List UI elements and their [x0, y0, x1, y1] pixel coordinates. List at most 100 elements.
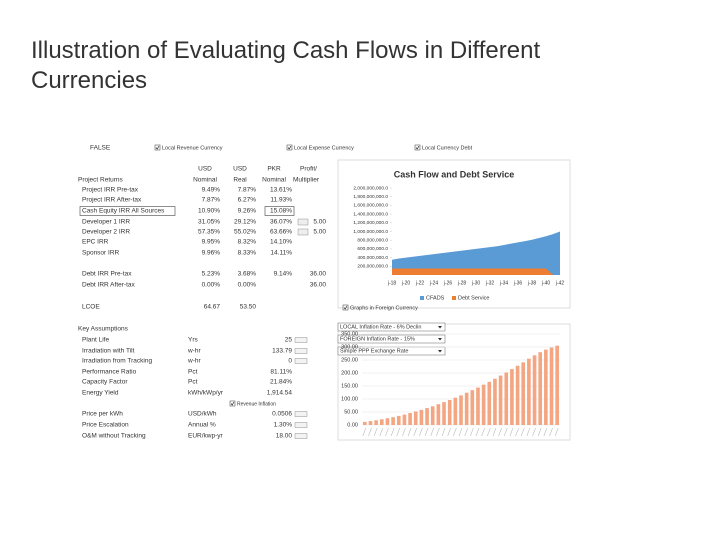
row-label: Irradiation from Tracking: [82, 358, 152, 365]
bar: [413, 411, 418, 425]
spinner[interactable]: [297, 228, 309, 236]
cell-value: 9.49%: [202, 187, 221, 194]
x-tick-stub: [549, 427, 553, 437]
x-tick-stub: [396, 427, 401, 437]
bar: [419, 409, 424, 425]
x-tick-stub: [436, 427, 440, 437]
column-header: Real: [233, 177, 247, 184]
checkbox[interactable]: [414, 144, 421, 151]
unit-cell: Annual %: [188, 422, 216, 429]
slider[interactable]: [294, 337, 308, 343]
y-tick-label: 100.00: [341, 396, 358, 402]
column-header: USD: [198, 166, 212, 173]
slider[interactable]: [294, 411, 308, 417]
x-tick-label: j-38: [527, 280, 537, 286]
x-tick-label: j-20: [401, 280, 411, 286]
cell-value: 14.11%: [270, 250, 292, 257]
checkbox[interactable]: [154, 144, 161, 151]
x-tick-label: j-18: [387, 280, 397, 286]
row-label: Price per kWh: [82, 411, 123, 418]
y-tick-label: 400,000,000.0: [357, 255, 388, 261]
checkbox[interactable]: [342, 304, 349, 311]
unit-cell: EUR/kwp-yr: [188, 433, 224, 440]
x-tick-stub: [453, 427, 457, 437]
y-tick-label: 800,000,000.0: [357, 237, 388, 243]
dropdown-label: FOREIGN Inflation Rate - 15%: [340, 336, 415, 342]
checkbox[interactable]: [286, 144, 293, 151]
bar: [402, 414, 407, 425]
checkbox-label: Local Currency Debt: [422, 145, 473, 151]
slider[interactable]: [294, 358, 308, 364]
y-tick-label: 200,000,000.0: [357, 264, 388, 270]
cell-value: 7.87%: [238, 187, 257, 194]
y-tick-label: 1,200,000,000.0: [353, 220, 388, 226]
cell-value: 0.00%: [238, 282, 257, 289]
bar: [555, 345, 559, 425]
unit-cell: w-hr: [187, 358, 201, 365]
x-tick-stub: [509, 427, 514, 437]
bar: [481, 384, 486, 425]
x-tick-label: j-32: [485, 280, 495, 286]
x-tick-label: j-26: [443, 280, 453, 286]
dropdown-arrow: [438, 338, 442, 341]
column-header: Profit/: [300, 166, 317, 173]
y-tick-label: 600,000,000.0: [357, 246, 388, 252]
slider[interactable]: [294, 433, 308, 439]
row-label: Irradiation with Tilt: [82, 348, 135, 355]
unit-cell: kWh/kWp/yr: [188, 390, 224, 397]
x-tick-stub: [424, 427, 429, 437]
y-tick-label: 0.00: [347, 422, 358, 428]
row-label: Energy Yield: [82, 390, 119, 397]
x-tick-label: j-30: [471, 280, 481, 286]
x-tick-stub: [379, 427, 384, 437]
cell-value: 64.67: [204, 304, 221, 311]
spinner[interactable]: [297, 218, 309, 226]
x-tick-stub: [543, 427, 548, 437]
dropdown-arrow: [438, 326, 442, 329]
x-tick-label: j-34: [499, 280, 509, 286]
bar: [363, 421, 367, 425]
cell-value: 55.02%: [234, 229, 256, 236]
y-tick-label: 250.00: [341, 357, 358, 363]
row-label: LCOE: [82, 304, 100, 311]
cell-value: 31.05%: [198, 219, 220, 226]
bar: [544, 349, 548, 425]
slider[interactable]: [294, 422, 308, 428]
cell-value: 9.96%: [202, 250, 221, 257]
legend-label: CFADS: [426, 295, 445, 301]
column-header: Multiplier: [293, 177, 320, 184]
row-label: Developer 1 IRR: [82, 219, 130, 226]
highlight-box: [264, 206, 295, 216]
cell-value: 36.00: [310, 282, 327, 289]
row-label: EPC IRR: [82, 239, 109, 246]
chart-frame: [337, 159, 571, 309]
row-label: Debt IRR Pre-tax: [82, 271, 132, 278]
x-tick-stub: [413, 427, 418, 437]
slider[interactable]: [294, 348, 308, 354]
cell-value: 0.00%: [202, 282, 221, 289]
bar: [425, 408, 429, 425]
x-tick-stub: [373, 427, 378, 437]
x-tick-stub: [498, 427, 502, 437]
cell-value: 133.79: [272, 348, 292, 355]
checkbox[interactable]: [229, 400, 236, 407]
row-label: Developer 2 IRR: [82, 229, 130, 236]
x-tick-stub: [526, 427, 531, 437]
bar: [487, 381, 492, 425]
cell-value: 14.10%: [270, 239, 292, 246]
dropdown[interactable]: [337, 322, 446, 332]
y-tick-label: 2,000,000,000.0: [353, 185, 388, 191]
bar: [476, 387, 480, 425]
bar: [385, 418, 390, 425]
cell-value: 36.07%: [270, 219, 292, 226]
cell-value: 9.26%: [238, 208, 257, 215]
cell-value: 29.12%: [234, 219, 256, 226]
column-header: PKR: [267, 166, 281, 173]
cell-value: 5.00: [313, 219, 326, 226]
x-tick-stub: [520, 427, 525, 437]
dropdown[interactable]: [337, 334, 446, 344]
x-tick-stub: [407, 427, 412, 437]
x-tick-stub: [515, 427, 519, 437]
row-label: Project IRR Pre-tax: [82, 187, 139, 194]
checkmark: [287, 145, 292, 150]
